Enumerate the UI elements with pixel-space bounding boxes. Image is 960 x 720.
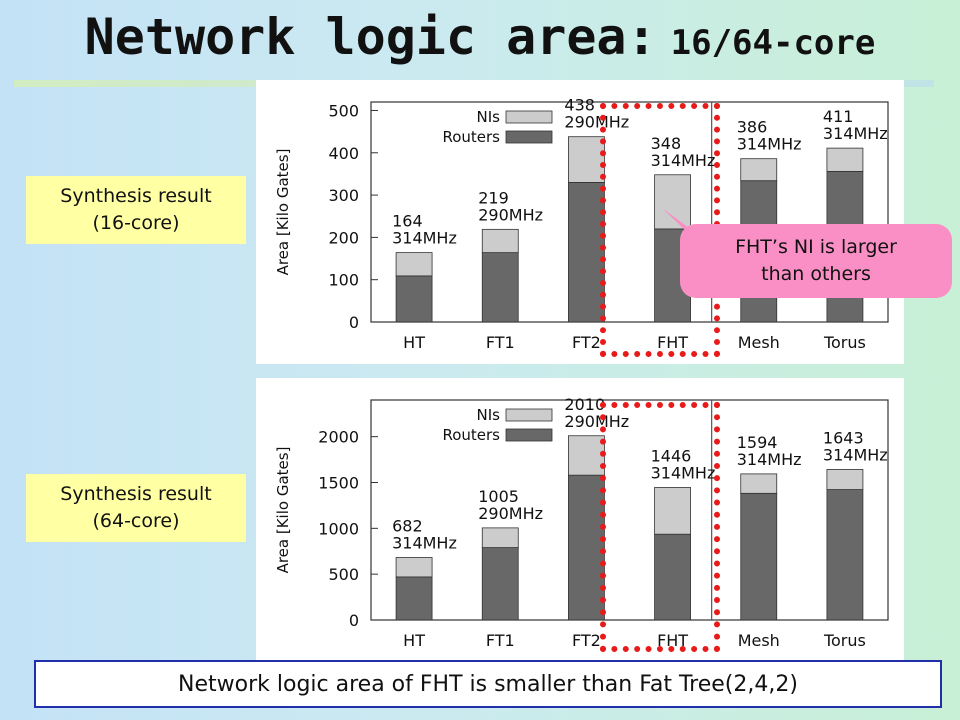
bar-nis-ht	[395, 557, 433, 578]
chart-16-core: 0 100 200 300 400 500 Area [Kilo Gates] HT 164 31…	[256, 80, 904, 364]
fht-ni-callout: FHT’s NI is larger than others	[680, 224, 952, 298]
plot-frame	[370, 399, 889, 621]
legend-swatch-routers	[505, 428, 553, 442]
bar-value-label: 164	[392, 212, 423, 231]
bar-routers-torus	[826, 489, 864, 621]
bar-freq-label: 290MHz	[564, 113, 629, 132]
y-tick-label: 1500	[318, 474, 359, 493]
bar-nis-fht	[654, 487, 691, 535]
bar-freq-label: 290MHz	[478, 504, 543, 523]
bar-routers-ht	[395, 275, 433, 323]
bar-nis-torus	[826, 147, 864, 172]
synthesis-label-64-line1: Synthesis result	[60, 483, 212, 505]
bar-value-label: 411	[823, 107, 854, 126]
y-tick-label: 500	[328, 101, 359, 120]
bar-routers-ht	[395, 576, 433, 621]
slide-title-sub: 16/64-core	[670, 23, 876, 63]
legend-label: NIs	[477, 406, 501, 424]
bar-value-label: 2010	[564, 395, 605, 414]
y-tick-label: 200	[328, 228, 359, 247]
y-tick-label: 300	[328, 186, 359, 205]
x-tick-label: Mesh	[738, 631, 780, 650]
plot-frame	[370, 101, 889, 323]
bar-value-label: 438	[564, 96, 595, 115]
x-tick-label: FT2	[572, 631, 601, 650]
y-axis-label: Area [Kilo Gates]	[274, 447, 292, 574]
legend-label: Routers	[442, 128, 500, 146]
y-tick-label: 100	[328, 271, 359, 290]
x-tick-label: FHT	[657, 631, 688, 650]
synthesis-label-16-line2: (16-core)	[92, 212, 180, 234]
bar-value-label: 1643	[823, 428, 864, 447]
synthesis-label-64-line2: (64-core)	[92, 510, 180, 532]
bar-value-label: 1005	[478, 487, 519, 506]
bar-freq-label: 314MHz	[823, 124, 888, 143]
bar-nis-mesh	[740, 158, 778, 182]
bar-nis-ft2	[568, 136, 605, 183]
legend-swatch-nis	[505, 408, 553, 422]
y-tick-label: 400	[328, 144, 359, 163]
synthesis-label-64: Synthesis result (64-core)	[26, 474, 246, 542]
bar-routers-ft2	[568, 181, 605, 323]
y-tick-label: 0	[349, 611, 359, 630]
x-tick-label: Mesh	[738, 333, 780, 352]
callout-line1: FHT’s NI is larger	[735, 236, 897, 258]
bar-freq-label: 314MHz	[392, 533, 457, 552]
bar-freq-label: 314MHz	[823, 445, 888, 464]
bar-freq-label: 290MHz	[564, 412, 629, 431]
x-tick-label: FT1	[486, 333, 515, 352]
legend-label: NIs	[477, 108, 501, 126]
bar-nis-mesh	[740, 473, 778, 494]
x-tick-label: HT	[403, 631, 425, 650]
bar-nis-ht	[395, 252, 433, 277]
x-tick-label: Torus	[823, 631, 866, 650]
x-tick-label: FT1	[486, 631, 515, 650]
bar-freq-label: 314MHz	[737, 450, 802, 469]
legend-swatch-routers	[505, 130, 553, 144]
y-axis-label: Area [Kilo Gates]	[274, 149, 292, 276]
fht-highlight-64	[600, 402, 720, 652]
synthesis-label-16-line1: Synthesis result	[60, 185, 212, 207]
bar-nis-ft1	[481, 527, 519, 548]
bar-freq-label: 314MHz	[651, 463, 716, 482]
bar-nis-torus	[826, 468, 864, 490]
y-tick-label: 500	[328, 565, 359, 584]
bar-routers-fht	[654, 533, 691, 621]
bar-freq-label: 314MHz	[737, 135, 802, 154]
x-tick-label: Torus	[823, 333, 866, 352]
synthesis-label-16: Synthesis result (16-core)	[26, 176, 246, 244]
x-tick-label: HT	[403, 333, 425, 352]
bar-value-label: 219	[478, 188, 509, 207]
callout-line2: than others	[761, 263, 871, 285]
slide-title: Network logic area: 16/64-core	[0, 8, 960, 66]
y-tick-label: 1000	[318, 519, 359, 538]
conclusion-text: Network logic area of FHT is smaller tha…	[178, 671, 798, 697]
bar-nis-ft1	[481, 228, 519, 254]
bar-freq-label: 290MHz	[478, 205, 543, 224]
y-tick-label: 2000	[318, 428, 359, 447]
bar-freq-label: 314MHz	[392, 229, 457, 248]
x-tick-label: FT2	[572, 333, 601, 352]
bar-value-label: 386	[737, 118, 768, 137]
bar-routers-mesh	[740, 492, 778, 621]
legend-swatch-nis	[505, 110, 553, 124]
bar-value-label: 1594	[737, 433, 778, 452]
bar-routers-ft1	[481, 547, 519, 621]
y-tick-label: 0	[349, 313, 359, 332]
bar-value-label: 348	[651, 134, 682, 153]
bar-freq-label: 314MHz	[651, 151, 716, 170]
chart-64-core: 0 500 1000 1500 2000 Area [Kilo Gates] HT 682 31…	[256, 378, 904, 662]
conclusion-box: Network logic area of FHT is smaller tha…	[34, 660, 942, 708]
bar-value-label: 682	[392, 516, 423, 535]
slide-title-main: Network logic area:	[84, 8, 657, 66]
legend-label: Routers	[442, 426, 500, 444]
bar-routers-ft1	[481, 252, 519, 323]
bar-value-label: 1446	[651, 446, 692, 465]
x-tick-label: FHT	[657, 333, 688, 352]
